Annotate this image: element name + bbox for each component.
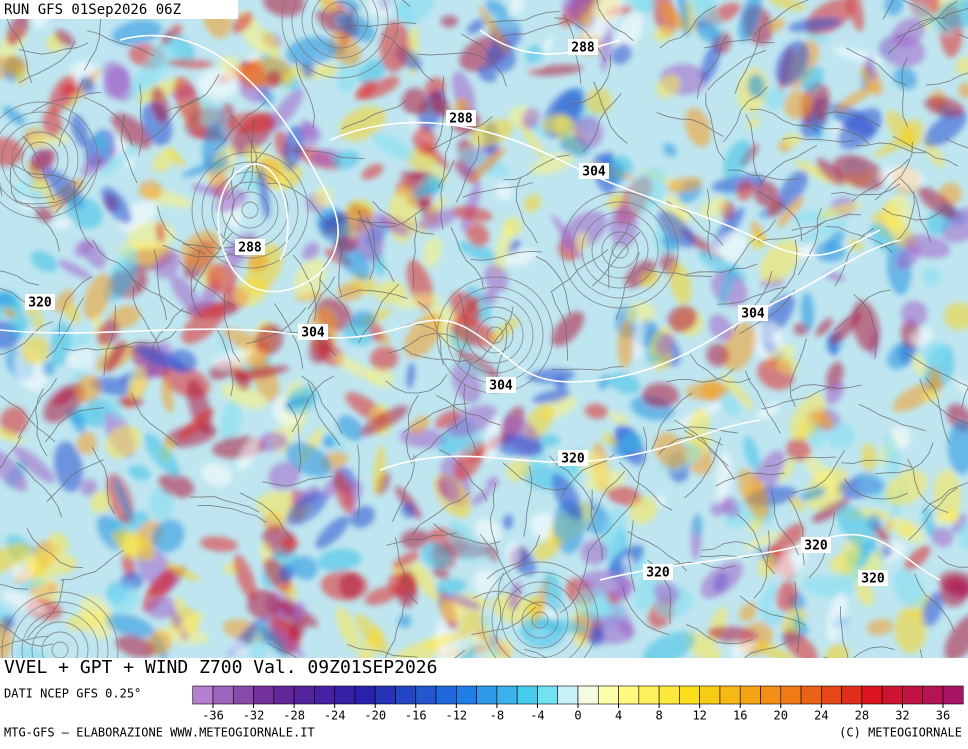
colorbar-swatch (923, 686, 943, 704)
contour-label: 320 (646, 566, 670, 581)
colorbar-swatch (902, 686, 922, 704)
colorbar-tick-label: 24 (814, 709, 828, 723)
colorbar-tick-label: -36 (202, 709, 224, 723)
footer-left: MTG-GFS — ELABORAZIONE WWW.METEOGIORNALE… (4, 726, 315, 740)
data-source: DATI NCEP GFS 0.25° (4, 687, 141, 701)
colorbar-swatch (882, 686, 902, 704)
colorbar-tick-label: -32 (243, 709, 265, 723)
colorbar-tick-label: 0 (574, 709, 581, 723)
colorbar-swatch (314, 686, 334, 704)
contour-label: 304 (301, 326, 325, 341)
colorbar-swatch (497, 686, 517, 704)
run-label: RUN GFS 01Sep2026 06Z (4, 2, 181, 18)
map-title: VVEL + GPT + WIND Z700 Val. 09Z01SEP2026 (4, 657, 437, 678)
colorbar-swatch (598, 686, 618, 704)
colorbar-tick-label: -24 (324, 709, 346, 723)
map: 288 288 304 288 320 304 304 304 320 320 320 320 (0, 0, 968, 713)
colorbar-tick-label: 20 (774, 709, 788, 723)
contour-label: 320 (28, 296, 52, 311)
colorbar-swatch (396, 686, 416, 704)
colorbar-tick-label: 32 (895, 709, 909, 723)
contour-label: 288 (571, 41, 595, 56)
colorbar-swatch (558, 686, 578, 704)
colorbar-tick-label: -8 (490, 709, 504, 723)
colorbar-swatch (477, 686, 497, 704)
colorbar-swatch (436, 686, 456, 704)
colorbar-swatch (193, 686, 213, 704)
colorbar-swatch (537, 686, 557, 704)
contour-label: 304 (489, 379, 513, 394)
colorbar-tick-label: 8 (655, 709, 662, 723)
colorbar-swatch (781, 686, 801, 704)
colorbar-swatch (943, 686, 963, 704)
colorbar-swatch (355, 686, 375, 704)
colorbar-swatch (416, 686, 436, 704)
colorbar-swatch (761, 686, 781, 704)
colorbar-swatch (679, 686, 699, 704)
field-patch (197, 69, 240, 98)
colorbar-tick-label: 28 (855, 709, 869, 723)
colorbar-swatch (619, 686, 639, 704)
colorbar-swatch (517, 686, 537, 704)
colorbar-swatch (578, 686, 598, 704)
footer-right: (C) METEOGIORNALE (839, 726, 962, 740)
colorbar-swatch (720, 686, 740, 704)
colorbar-tick-label: 12 (692, 709, 706, 723)
colorbar-swatch (213, 686, 233, 704)
colorbar-swatch (294, 686, 314, 704)
colorbar-tick-label: -12 (445, 709, 467, 723)
colorbar-swatch (274, 686, 294, 704)
colorbar-swatch (456, 686, 476, 704)
field-patch (932, 514, 958, 524)
colorbar-swatch (659, 686, 679, 704)
colorbar-tick-label: -20 (364, 709, 386, 723)
colorbar-tick-label: 36 (936, 709, 950, 723)
colorbar-swatch (740, 686, 760, 704)
contour-label: 288 (449, 112, 473, 127)
colorbar-swatch (254, 686, 274, 704)
contour-label: 320 (804, 539, 828, 554)
colorbar-swatch (700, 686, 720, 704)
colorbar-swatch (821, 686, 841, 704)
colorbar-tick-label: 16 (733, 709, 747, 723)
colorbar-tick-label: -28 (283, 709, 305, 723)
colorbar-swatch (639, 686, 659, 704)
colorbar-swatch (842, 686, 862, 704)
colorbar-tick-label: 4 (615, 709, 622, 723)
colorbar-swatch (375, 686, 395, 704)
colorbar-tick-label: -16 (405, 709, 427, 723)
colorbar-tick-label: -4 (530, 709, 544, 723)
colorbar-swatch (862, 686, 882, 704)
colorbar-swatch (233, 686, 253, 704)
contour-label: 320 (861, 572, 885, 587)
contour-label: 304 (582, 165, 606, 180)
colorbar-swatch (801, 686, 821, 704)
colorbar-swatch (335, 686, 355, 704)
contour-label: 304 (741, 307, 765, 322)
contour-label: 288 (238, 241, 262, 256)
contour-label: 320 (561, 452, 585, 467)
